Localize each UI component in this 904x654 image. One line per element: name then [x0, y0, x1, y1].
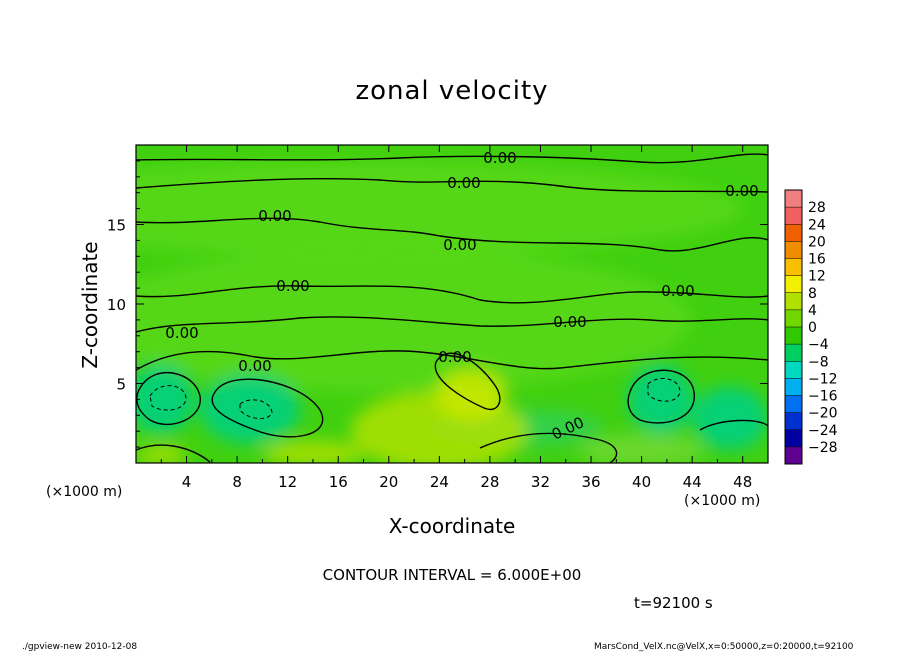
footer-left: ./gpview-new 2010-12-08 [22, 642, 138, 652]
contour-line [136, 217, 768, 252]
contour-line [136, 316, 768, 333]
contour-line [627, 369, 695, 424]
time-label: t=92100 s [634, 594, 713, 612]
contour-line [136, 371, 201, 425]
colorbar-label: −4 [808, 337, 829, 353]
field-blob [435, 369, 507, 421]
field-blob [578, 434, 705, 463]
x-unit-label-left: (×1000 m) [46, 484, 123, 500]
colorbar-label: 4 [808, 303, 817, 319]
x-tick-label: 12 [278, 473, 297, 491]
contour-label: 0.00 [438, 348, 471, 366]
contour-label: 0.00 [725, 182, 758, 200]
colorbar-segment [785, 241, 802, 259]
contour-line [136, 153, 768, 164]
colorbar-segment [785, 395, 802, 414]
colorbar-label: 24 [808, 217, 826, 233]
x-axis-label: X-coordinate [388, 514, 516, 538]
x-tick-label: 48 [733, 473, 752, 491]
contour-line-negative [239, 399, 273, 419]
colorbar-label: −16 [808, 389, 838, 405]
x-tick-label: 16 [329, 473, 348, 491]
colorbar-segment [785, 190, 802, 208]
colorbar-label: 12 [808, 269, 826, 285]
colorbar-label: 16 [808, 252, 826, 268]
contour-line [211, 378, 324, 438]
y-tick-label: 15 [107, 217, 126, 235]
contour-interval-label: CONTOUR INTERVAL = 6.000E+00 [322, 566, 582, 584]
colorbar-segment [785, 258, 802, 277]
colorbar-segment [785, 429, 802, 448]
colorbar-label: −20 [808, 406, 838, 422]
x-tick-label: 28 [480, 473, 499, 491]
y-tick-label: 10 [107, 296, 126, 314]
colorbar-segment [785, 275, 802, 294]
x-tick-label: 36 [581, 473, 600, 491]
contour-lines [136, 153, 768, 463]
x-axis: 4 8 12 16 20 24 28 32 36 40 44 48 [160, 145, 752, 491]
contour-line [699, 419, 768, 431]
contour-label: 0.00 [238, 357, 271, 375]
contour-line [136, 178, 768, 193]
colorbar-label: −28 [808, 440, 838, 456]
field-blob [136, 445, 187, 463]
contour-line [434, 352, 501, 411]
colorbar-segment [785, 412, 802, 431]
colorbar-label: −8 [808, 354, 829, 370]
contour-label: 0.00 [553, 313, 586, 331]
colorbar-label: 20 [808, 234, 826, 250]
contour-label: 0.00 [258, 207, 291, 225]
colorbar-label: −24 [808, 423, 838, 439]
x-tick-label: 44 [683, 473, 702, 491]
colorbar-segment [785, 292, 802, 311]
contour-label: 0.00 [443, 236, 476, 254]
contour-label: 0.00 [276, 277, 309, 295]
field-blob [136, 248, 693, 392]
x-tick-label: 20 [379, 473, 398, 491]
x-tick-label: 8 [232, 473, 242, 491]
colorbar-label: 8 [808, 286, 817, 302]
colorbar-label: 0 [808, 320, 817, 336]
field-blob [136, 364, 195, 435]
contour-line-negative [647, 377, 681, 402]
y-axis: 5 10 15 [107, 160, 768, 448]
contour-line [479, 432, 618, 463]
x-unit-label-right: (×1000 m) [684, 493, 761, 509]
field-blob [692, 386, 768, 451]
contour-labels: 0.000.00 0.000.000.000.00 0.000.000.000.00… [165, 149, 758, 444]
field-blob [199, 373, 301, 444]
colorbar-segment [785, 361, 802, 379]
colorbar-segment [785, 344, 802, 362]
colorbar-segment [785, 327, 802, 345]
y-tick-label: 5 [116, 376, 126, 394]
colorbar-label: 28 [808, 200, 826, 216]
colorbar-segment [785, 309, 802, 328]
field-blob [627, 364, 694, 435]
contour-line [136, 444, 211, 463]
field-blob [136, 160, 743, 257]
contour-label: 0.00 [447, 174, 480, 192]
colorbar-label: −12 [808, 371, 838, 387]
contour-label: 0.00 [483, 149, 516, 167]
contour-label: 0.00 [165, 324, 198, 342]
x-tick-label: 4 [182, 473, 192, 491]
y-axis-label: Z-coordinate [78, 241, 102, 369]
chart-title: zonal velocity [355, 76, 549, 106]
footer-right: MarsCond_VelX.nc@VelX,x=0:50000,z=0:2000… [594, 642, 854, 652]
x-tick-label: 40 [632, 473, 651, 491]
colorbar-segment [785, 446, 802, 465]
x-tick-label: 32 [531, 473, 550, 491]
x-tick-label: 24 [430, 473, 449, 491]
contour-label: 0.00 [661, 282, 694, 300]
colorbar-segment [785, 378, 802, 396]
colorbar-segment [785, 224, 802, 242]
colorbar-segment [785, 207, 802, 225]
contour-line [136, 350, 768, 371]
velocity-field [136, 145, 768, 463]
contour-line [136, 285, 768, 304]
contour-line-negative [149, 385, 187, 411]
